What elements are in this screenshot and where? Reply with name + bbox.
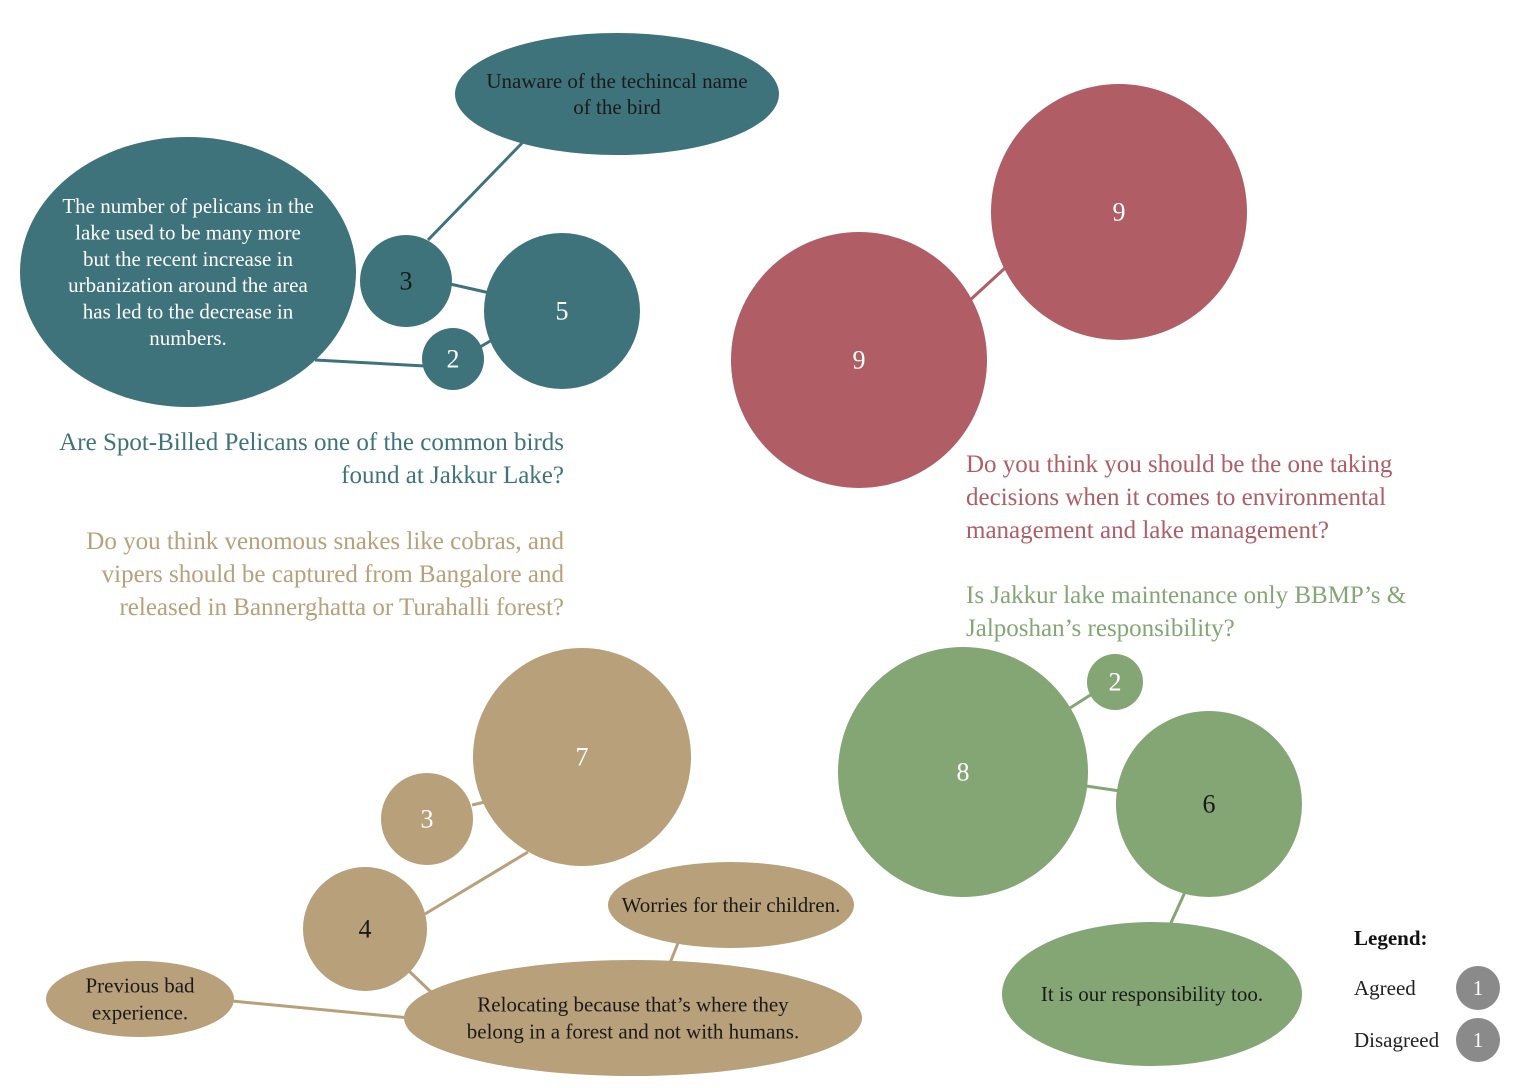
question-line: Do you think venomous snakes like cobras… bbox=[86, 528, 564, 555]
comment-line: numbers. bbox=[149, 326, 227, 350]
connector bbox=[1168, 891, 1187, 926]
connector bbox=[314, 358, 426, 368]
bubble-pelican-5: 5 bbox=[484, 233, 640, 389]
bubble-count: 9 bbox=[1113, 198, 1126, 227]
connector bbox=[424, 850, 529, 916]
bubble-count: 9 bbox=[853, 346, 866, 375]
bubble-circle bbox=[838, 647, 1088, 897]
question-snakes: Do you think venomous snakes like cobras… bbox=[8, 525, 564, 624]
bubble-circle bbox=[731, 232, 987, 488]
question-line: Do you think you should be the one takin… bbox=[966, 451, 1393, 478]
legend-item-agreed: Agreed 1 bbox=[1352, 966, 1532, 1010]
connector bbox=[966, 266, 1007, 304]
bubble-count: 3 bbox=[421, 805, 434, 834]
connector bbox=[1085, 784, 1121, 793]
bubble-maint-8: 8 bbox=[838, 647, 1088, 897]
bubble-count: 5 bbox=[556, 297, 569, 326]
comment-line: lake used to be many more bbox=[75, 220, 301, 244]
bubble-circle bbox=[303, 867, 427, 991]
bubble-snakes-3: 3 bbox=[381, 773, 473, 865]
question-line: Is Jakkur lake maintenance only BBMP’s & bbox=[966, 582, 1407, 609]
legend-dot: 1 bbox=[1456, 1018, 1500, 1062]
comment-line: It is our responsibility too. bbox=[1041, 982, 1263, 1006]
question-line: vipers should be captured from Bangalore… bbox=[101, 561, 564, 588]
comment-line: Previous bad bbox=[85, 974, 195, 998]
bubble-circle bbox=[991, 84, 1247, 340]
bubble-snakes-7: 7 bbox=[473, 648, 691, 866]
connector bbox=[406, 968, 435, 996]
legend-title: Legend: bbox=[1354, 926, 1428, 950]
bubble-decide-9-bottom: 9 bbox=[731, 232, 987, 488]
connector bbox=[1069, 692, 1093, 710]
comment-ellipse bbox=[608, 862, 854, 948]
legend-dot: 1 bbox=[1456, 966, 1500, 1010]
question-line: management and lake management? bbox=[966, 517, 1330, 544]
connector bbox=[426, 138, 527, 242]
comment-ellipse bbox=[46, 961, 234, 1037]
question-line: decisions when it comes to environmental bbox=[966, 484, 1387, 511]
connector bbox=[479, 338, 493, 349]
comment-line: belong in a forest and not with humans. bbox=[467, 1020, 799, 1044]
comment-bad-experience: Previous bad experience. bbox=[46, 961, 234, 1037]
bubble-circle bbox=[1087, 654, 1143, 710]
question-maintenance: Is Jakkur lake maintenance only BBMP’s &… bbox=[966, 579, 1506, 645]
bubble-circle bbox=[1116, 711, 1302, 897]
question-line: Are Spot-Billed Pelicans one of the comm… bbox=[59, 429, 564, 456]
bubble-count: 4 bbox=[359, 915, 372, 944]
legend-label: Agreed bbox=[1354, 976, 1416, 1000]
question-pelicans: Are Spot-Billed Pelicans one of the comm… bbox=[8, 426, 564, 492]
comment-ellipse bbox=[455, 33, 779, 155]
question-line: found at Jakkur Lake? bbox=[341, 462, 564, 489]
comment-line: experience. bbox=[92, 1001, 188, 1025]
bubble-count: 6 bbox=[1203, 790, 1216, 819]
comment-line: of the bird bbox=[573, 95, 661, 119]
connector bbox=[668, 942, 680, 964]
bubble-circle bbox=[484, 233, 640, 389]
legend: Legend: Agreed 1 Disagreed 1 bbox=[1352, 918, 1532, 1068]
question-decisions: Do you think you should be the one takin… bbox=[966, 448, 1506, 547]
comment-line: Unaware of the techincal name bbox=[486, 69, 747, 93]
bubble-count: 3 bbox=[400, 267, 413, 296]
bubble-count: 2 bbox=[1109, 668, 1122, 697]
comment-line: Worries for their children. bbox=[622, 893, 841, 917]
bubble-count: 8 bbox=[957, 758, 970, 787]
bubble-circle bbox=[381, 773, 473, 865]
bubble-circle bbox=[473, 648, 691, 866]
comment-ellipse bbox=[1002, 922, 1302, 1066]
bubble-count: 2 bbox=[447, 345, 460, 374]
bubble-circle bbox=[422, 328, 484, 390]
comment-line: has led to the decrease in bbox=[83, 300, 294, 324]
bubble-circle bbox=[360, 235, 452, 327]
legend-label: Disagreed bbox=[1354, 1028, 1440, 1052]
connector bbox=[471, 800, 486, 807]
legend-item-disagreed: Disagreed 1 bbox=[1352, 1018, 1532, 1062]
comment-line: Relocating because that’s where they bbox=[477, 993, 789, 1017]
bubble-maint-6: 6 bbox=[1116, 711, 1302, 897]
connector bbox=[449, 282, 491, 295]
bubble-snakes-4: 4 bbox=[303, 867, 427, 991]
bubble-pelican-2: 2 bbox=[422, 328, 484, 390]
bubble-count: 7 bbox=[576, 743, 589, 772]
bubble-maint-2: 2 bbox=[1087, 654, 1143, 710]
comment-line: urbanization around the area bbox=[68, 273, 308, 297]
comment-ellipse bbox=[20, 137, 356, 407]
question-line: Jalposhan’s responsibility? bbox=[966, 615, 1235, 642]
comment-relocating: Relocating because that’s where they belo… bbox=[404, 960, 862, 1076]
comment-line: The number of pelicans in the bbox=[62, 194, 313, 218]
comment-worries-children: Worries for their children. bbox=[608, 862, 854, 948]
bubble-pelican-3: 3 bbox=[360, 235, 452, 327]
comment-ellipse bbox=[404, 960, 862, 1076]
connector bbox=[231, 999, 411, 1020]
question-line: released in Bannerghatta or Turahalli fo… bbox=[119, 594, 564, 621]
comment-line: but the recent increase in bbox=[83, 247, 293, 271]
comment-our-responsibility: It is our responsibility too. bbox=[1002, 922, 1302, 1066]
bubble-decide-9-top: 9 bbox=[991, 84, 1247, 340]
